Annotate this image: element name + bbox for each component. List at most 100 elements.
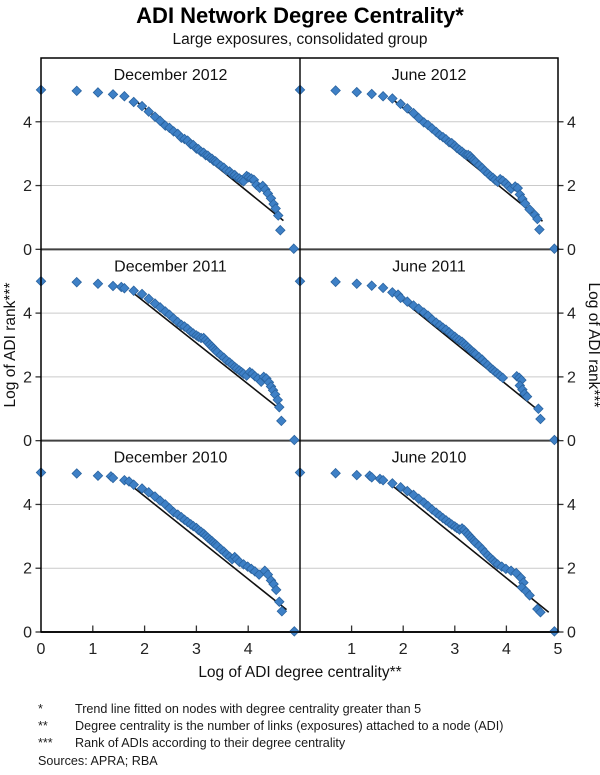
- data-point-diamond: [272, 210, 284, 221]
- x-tick-label-left-panel: 1: [88, 641, 97, 658]
- data-point-diamond: [288, 243, 300, 254]
- panel-title: December 2012: [114, 67, 228, 84]
- panel-title: June 2010: [392, 450, 467, 467]
- data-point-diamond: [330, 467, 341, 479]
- panel-title: June 2011: [392, 258, 466, 275]
- data-point-diamond: [289, 434, 300, 446]
- x-axis-title: Log of ADI degree centrality**: [198, 664, 401, 681]
- data-point-diamond: [366, 88, 377, 100]
- data-point-diamond: [422, 500, 434, 512]
- data-point-diamond: [92, 87, 104, 98]
- data-point-diamond: [119, 282, 130, 294]
- data-point-diamond: [413, 303, 424, 314]
- data-point-diamond: [500, 563, 512, 575]
- scatter-points: [35, 275, 300, 446]
- scatter-points: [294, 467, 560, 637]
- footnote-3-symbol: ***: [38, 735, 53, 750]
- y-tick-label-right: 2: [567, 178, 576, 195]
- y-tick-label-left: 0: [23, 433, 32, 450]
- footnote-2: ** Degree centrality is the number of li…: [38, 718, 578, 735]
- data-point-diamond: [524, 590, 535, 601]
- data-point-diamond: [71, 468, 83, 479]
- y-tick-label-left: 4: [23, 497, 32, 514]
- data-point-diamond: [128, 96, 139, 108]
- data-point-diamond: [377, 91, 389, 102]
- data-point-diamond: [330, 276, 341, 288]
- panel-title: June 2012: [392, 67, 467, 84]
- data-point-diamond: [71, 276, 83, 288]
- data-point-diamond: [143, 293, 155, 305]
- data-point-diamond: [534, 224, 545, 235]
- scatter-points: [35, 467, 300, 637]
- y-tick-label-right: 0: [567, 625, 576, 642]
- data-point-diamond: [136, 483, 148, 494]
- data-point-diamond: [387, 478, 398, 489]
- data-point-diamond: [426, 314, 438, 325]
- y-tick-label-left: 0: [23, 625, 32, 642]
- data-point-diamond: [366, 280, 377, 291]
- panel-december-2012: December 2012: [35, 67, 300, 254]
- y-tick-label-right: 0: [567, 433, 576, 450]
- data-point-diamond: [136, 288, 148, 300]
- x-tick-label-right-panel: 4: [502, 641, 511, 658]
- x-tick-label-left-panel: 2: [140, 641, 149, 658]
- data-point-diamond: [426, 504, 438, 515]
- page-title: ADI Network Degree Centrality*: [136, 3, 464, 28]
- panel-december-2010: December 2010: [35, 450, 300, 637]
- data-point-diamond: [276, 606, 288, 617]
- panel-december-2011: December 2011: [35, 258, 300, 446]
- y-tick-label-right: 4: [567, 306, 576, 323]
- data-point-diamond: [402, 296, 413, 307]
- data-point-diamond: [497, 372, 509, 384]
- x-tick-label-left-panel: 3: [192, 641, 201, 658]
- footnote-1-text: Trend line fitted on nodes with degree c…: [75, 702, 422, 716]
- y-axis-title-left: Log of ADI rank***: [2, 283, 19, 408]
- data-point-diamond: [92, 470, 104, 482]
- data-point-diamond: [107, 89, 119, 100]
- footnote-1: * Trend line fitted on nodes with degree…: [38, 701, 578, 718]
- scatter-points: [294, 275, 560, 446]
- data-point-diamond: [275, 224, 286, 236]
- y-tick-label-right: 4: [567, 114, 576, 131]
- y-tick-label-left: 4: [23, 114, 32, 131]
- x-tick-label-right-panel: 3: [450, 641, 459, 658]
- data-point-diamond: [524, 204, 535, 215]
- data-point-diamond: [71, 85, 83, 97]
- y-tick-label-right: 2: [567, 561, 576, 578]
- data-point-diamond: [274, 401, 285, 413]
- x-tick-label-right-panel: 5: [554, 641, 563, 658]
- data-point-diamond: [128, 479, 139, 490]
- data-point-diamond: [143, 487, 155, 498]
- data-point-diamond: [519, 198, 531, 209]
- y-tick-label-right: 2: [567, 369, 576, 386]
- x-tick-label-left-panel: 0: [37, 641, 46, 658]
- panel-title: December 2010: [114, 450, 228, 467]
- x-tick-label-right-panel: 2: [399, 641, 408, 658]
- data-point-diamond: [377, 282, 389, 294]
- data-point-diamond: [119, 91, 130, 102]
- x-tick-label-right-panel: 1: [347, 641, 356, 658]
- data-point-diamond: [535, 413, 546, 425]
- data-point-diamond: [521, 391, 533, 402]
- data-point-diamond: [164, 122, 175, 134]
- data-point-diamond: [107, 472, 119, 484]
- footnote-3-text: Rank of ADIs according to their degree c…: [75, 735, 346, 750]
- data-point-diamond: [395, 98, 406, 110]
- trend-line: [129, 484, 288, 611]
- data-point-diamond: [128, 285, 139, 297]
- data-point-diamond: [402, 103, 413, 114]
- data-point-diamond: [149, 111, 161, 122]
- data-point-diamond: [276, 415, 287, 427]
- data-point-diamond: [107, 280, 119, 292]
- data-point-diamond: [408, 489, 419, 501]
- footnotes: * Trend line fitted on nodes with degree…: [38, 701, 578, 770]
- panel-title: December 2011: [114, 258, 227, 275]
- data-point-diamond: [377, 474, 389, 486]
- sources-line: Sources: APRA; RBA: [38, 753, 158, 768]
- data-point-diamond: [351, 86, 363, 98]
- trend-line: [393, 292, 539, 411]
- data-point-diamond: [408, 300, 419, 311]
- panel-june-2010: June 2010: [294, 450, 560, 637]
- y-tick-label-left: 2: [23, 369, 32, 386]
